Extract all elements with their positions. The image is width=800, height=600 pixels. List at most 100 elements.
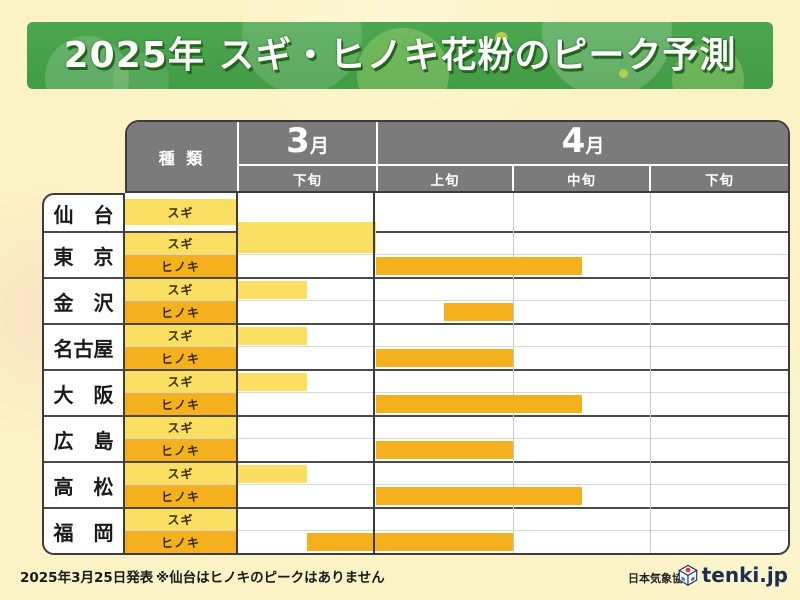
city-label: 名古屋 [44, 325, 123, 371]
species-label-sugi: スギ [125, 463, 236, 484]
tenki-cube-icon [677, 564, 698, 586]
tenki-jp-wordmark: tenki.jp [701, 563, 788, 587]
month-april-label: 4月 [561, 120, 605, 161]
species-label-hinoki: ヒノキ [125, 255, 236, 277]
city-row: スギ ヒノキ [125, 325, 788, 371]
period-header-march-late: 下旬 [239, 166, 376, 191]
timeline-cell [238, 255, 788, 277]
species-subrow: ヒノキ [125, 347, 788, 369]
city-row: スギ ヒノキ [125, 463, 788, 509]
banner-circle-decoration [113, 52, 169, 89]
publish-date: 2025年3月25日発表 [20, 570, 154, 586]
banner-dot-decoration [619, 69, 628, 78]
peak-bar-hinoki [375, 395, 582, 413]
peak-bar-hinoki [444, 303, 513, 321]
species-label-sugi: スギ [125, 325, 236, 346]
banner-dot-decoration [495, 32, 508, 45]
species-label-sugi: スギ [125, 199, 236, 225]
sendai-note: ※仙台はヒノキのピークはありません [156, 570, 385, 586]
tenki-jp-logo: tenki.jp [677, 563, 788, 587]
species-label-wrap: スギ [125, 193, 236, 231]
period-header-april-mid: 中旬 [514, 166, 649, 191]
species-label-hinoki: ヒノキ [125, 485, 236, 507]
timeline-cell [238, 371, 788, 392]
species-label-sugi: スギ [125, 279, 236, 300]
species-label-sugi: スギ [125, 233, 236, 254]
city-label: 金 沢 [44, 279, 123, 325]
footer: 2025年3月25日発表 ※仙台はヒノキのピークはありません 日本気象協会 te… [0, 560, 800, 596]
species-label-hinoki: ヒノキ [125, 301, 236, 323]
timeline-cell [238, 347, 788, 369]
month-march-header: 3月 [239, 122, 376, 164]
city-label: 仙 台 [44, 195, 123, 233]
timeline-cell [238, 393, 788, 415]
peak-bar-sugi [238, 327, 307, 345]
city-row: スギ ヒノキ [125, 509, 788, 553]
species-label-hinoki: ヒノキ [125, 393, 236, 415]
peak-bar-hinoki [375, 441, 513, 459]
species-subrow: スギ [125, 371, 788, 393]
timeline-cell [238, 279, 788, 300]
species-subrow: スギ [125, 279, 788, 301]
period-header-april-early: 上旬 [378, 166, 512, 191]
species-subrow: ヒノキ [125, 439, 788, 461]
peak-bar-hinoki [375, 487, 582, 505]
species-subrow: ヒノキ [125, 301, 788, 323]
timeline-cell [238, 485, 788, 507]
species-subrow: スギ [125, 193, 788, 248]
city-label: 東 京 [44, 233, 123, 279]
species-subrow: スギ [125, 325, 788, 347]
peak-bar-hinoki [306, 533, 513, 551]
species-label-sugi: スギ [125, 417, 236, 438]
gridline-type-timeline [236, 193, 238, 553]
title-banner: 2025年 スギ・ヒノキ花粉のピーク予測 [27, 22, 773, 89]
banner-circle-decoration [542, 22, 672, 89]
city-row: スギ ヒノキ [125, 279, 788, 325]
species-label-hinoki: ヒノキ [125, 439, 236, 461]
gridline-march-april [373, 193, 375, 553]
peak-bar-hinoki [375, 257, 582, 275]
species-label-sugi: スギ [125, 509, 236, 530]
grid-rows: スギ スギ ヒノキ スギ ヒノキ スギ ヒノキ スギ ヒノキ スギ ヒノキ スギ ヒノキ スギ ヒノキ [125, 193, 788, 553]
organization-name: 日本気象協会 [628, 572, 694, 585]
peak-bar-hinoki [375, 349, 513, 367]
peak-bar-sugi [238, 281, 307, 299]
type-column-header: 種 類 [127, 122, 237, 191]
peak-bar-sugi [238, 235, 376, 253]
city-row: スギ ヒノキ [125, 233, 788, 279]
timeline-cell [238, 439, 788, 461]
month-april-header: 4月 [378, 122, 788, 164]
species-subrow: スギ [125, 463, 788, 485]
city-label: 高 松 [44, 463, 123, 509]
timeline-cell [238, 301, 788, 323]
peak-chart-grid: スギ スギ ヒノキ スギ ヒノキ スギ ヒノキ スギ ヒノキ スギ ヒノキ スギ ヒノキ スギ ヒノキ [125, 193, 790, 555]
gridline-april-early-mid [513, 193, 514, 553]
species-subrow: ヒノキ [125, 393, 788, 415]
city-row: スギ ヒノキ [125, 417, 788, 463]
species-subrow: ヒノキ [125, 531, 788, 553]
timeline-cell [238, 463, 788, 484]
city-label: 大 阪 [44, 371, 123, 417]
timeline-cell [238, 233, 788, 254]
banner-circle-decoration [242, 22, 362, 89]
peak-bar-sugi [238, 465, 307, 483]
species-subrow: スギ [125, 233, 788, 255]
species-subrow: スギ [125, 417, 788, 439]
gridline-april-mid-late [650, 193, 651, 553]
city-label: 広 島 [44, 417, 123, 463]
table-header: 種 類 3月 4月 下旬 上旬 中旬 下旬 [125, 120, 790, 193]
species-subrow: スギ [125, 509, 788, 531]
page-title: 2025年 スギ・ヒノキ花粉のピーク予測 [63, 35, 737, 76]
timeline-cell [238, 531, 788, 553]
city-row: スギ [125, 193, 788, 248]
peak-bar-sugi [238, 373, 307, 391]
city-label: 福 岡 [53, 520, 114, 545]
city-row: スギ ヒノキ [125, 371, 788, 417]
timeline-cell [238, 325, 788, 346]
city-column: 仙 台東 京金 沢名古屋大 阪広 島高 松福 岡 [42, 193, 125, 555]
species-subrow: ヒノキ [125, 255, 788, 277]
period-header-april-late: 下旬 [651, 166, 788, 191]
species-label-sugi: スギ [125, 371, 236, 392]
month-march-label: 3月 [286, 120, 329, 161]
species-subrow: ヒノキ [125, 485, 788, 507]
